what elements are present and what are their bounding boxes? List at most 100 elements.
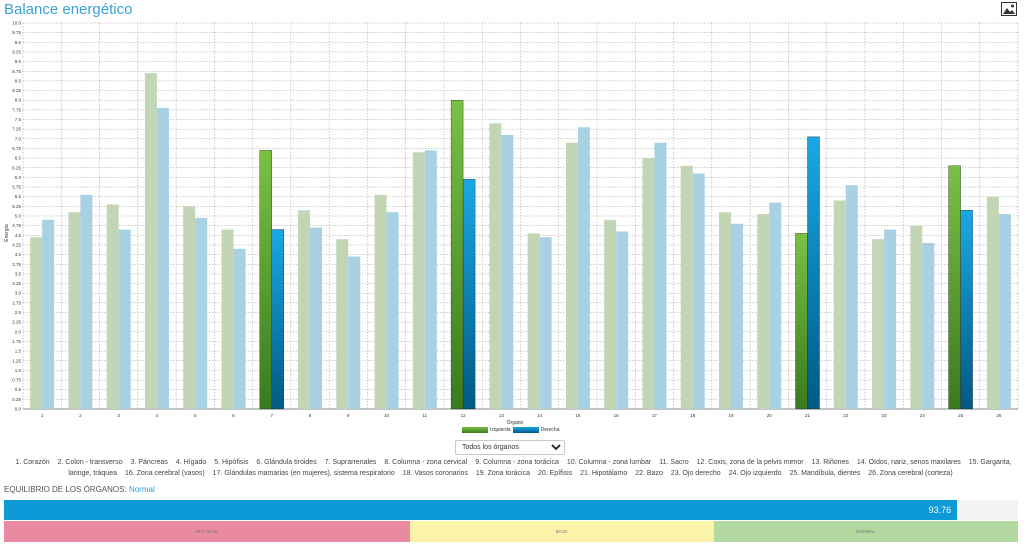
x-tick-label: 5 — [194, 413, 197, 418]
bar-izquierda-8[interactable] — [298, 210, 311, 409]
bar-derecha-15[interactable] — [577, 127, 590, 409]
y-tick-label: 3.75 — [12, 262, 21, 267]
organ-list-item: 16. Zona cerebral (vasos) — [124, 470, 205, 477]
bar-derecha-21[interactable] — [807, 136, 820, 410]
bar-izquierda-2[interactable] — [68, 212, 81, 409]
bar-izquierda-22[interactable] — [833, 200, 846, 409]
bar-izquierda-1[interactable] — [30, 237, 43, 409]
bar-derecha-19[interactable] — [730, 223, 743, 409]
bar-derecha-2[interactable] — [80, 194, 93, 409]
bar-izquierda-26[interactable] — [986, 196, 999, 409]
bar-izquierda-18[interactable] — [680, 165, 693, 409]
x-tick-label: 7 — [270, 413, 273, 418]
organ-list-item: 23. Ojo derecho — [670, 470, 721, 477]
bar-izquierda-13[interactable] — [489, 123, 502, 410]
y-tick-label: 2.75 — [12, 300, 21, 305]
bar-chart: 0.0 0.25 0.5 0.75 1.0 1.25 1.5 1.75 2.0 2.25 2.5 2.… — [4, 21, 1019, 418]
bar-izquierda-15[interactable] — [565, 142, 578, 409]
legend-swatch-izquierda — [462, 427, 488, 433]
equilibrium-status: Normal — [128, 485, 155, 494]
bar-derecha-23[interactable] — [884, 229, 897, 409]
x-tick-label: 24 — [920, 413, 926, 418]
equilibrium-scale: MUY BAJO BAJO NORMAL — [4, 521, 1018, 542]
bar-derecha-8[interactable] — [310, 227, 323, 409]
bar-izquierda-21[interactable] — [795, 233, 808, 410]
x-tick-label: 6 — [232, 413, 235, 418]
bar-izquierda-24[interactable] — [910, 225, 923, 409]
bar-derecha-1[interactable] — [42, 219, 55, 409]
legend-item-derecha[interactable]: Derecha — [512, 426, 559, 434]
bar-derecha-10[interactable] — [386, 212, 399, 409]
image-export-icon[interactable] — [1001, 2, 1017, 16]
legend-item-izquierda[interactable]: Izquierda — [462, 426, 511, 434]
bar-izquierda-23[interactable] — [872, 239, 885, 409]
organ-list-item: 21. Hipotálamo — [580, 470, 628, 477]
y-tick-label: 3.5 — [15, 271, 22, 276]
bar-derecha-9[interactable] — [348, 256, 361, 409]
equilibrium-label: EQUILIBRIO DE LOS ÓRGANOS: Normal — [4, 485, 155, 494]
x-tick-label: 23 — [882, 413, 888, 418]
bar-derecha-16[interactable] — [616, 231, 629, 409]
bar-derecha-3[interactable] — [118, 229, 131, 409]
bar-derecha-5[interactable] — [195, 217, 208, 409]
organ-list-item: 18. Vasos coronarios — [402, 470, 468, 477]
bar-izquierda-10[interactable] — [374, 194, 387, 409]
x-tick-label: 1 — [41, 413, 44, 418]
y-tick-label: 7.5 — [15, 117, 22, 122]
bar-derecha-11[interactable] — [424, 150, 437, 409]
bar-derecha-17[interactable] — [654, 142, 667, 409]
y-tick-label: 5.75 — [12, 185, 21, 190]
bar-derecha-6[interactable] — [233, 248, 246, 409]
x-tick-label: 14 — [537, 413, 543, 418]
x-tick-label: 15 — [575, 413, 581, 418]
bar-izquierda-20[interactable] — [757, 214, 770, 409]
bar-derecha-22[interactable] — [845, 185, 858, 409]
bar-izquierda-14[interactable] — [527, 233, 540, 409]
y-tick-label: 9.0 — [15, 59, 22, 64]
y-tick-label: 2.25 — [12, 320, 21, 325]
x-tick-label: 26 — [996, 413, 1002, 418]
bar-derecha-12[interactable] — [462, 179, 476, 410]
bar-izquierda-12[interactable] — [450, 99, 464, 410]
y-tick-label: 7.25 — [12, 127, 21, 132]
y-tick-label: 10.0 — [12, 21, 21, 26]
bar-izquierda-25[interactable] — [948, 165, 961, 410]
bar-izquierda-7[interactable] — [259, 150, 272, 410]
bar-izquierda-16[interactable] — [604, 219, 617, 409]
organ-filter-select[interactable]: Todos los órganos — [455, 440, 565, 455]
bar-derecha-14[interactable] — [539, 237, 552, 409]
scale-segment-normal: NORMAL — [713, 521, 1018, 542]
y-tick-label: 8.25 — [12, 88, 21, 93]
organ-list-item: 20. Epífisis — [537, 470, 573, 477]
bar-izquierda-9[interactable] — [336, 239, 349, 409]
bar-derecha-4[interactable] — [156, 107, 169, 410]
bar-derecha-24[interactable] — [922, 243, 935, 409]
x-tick-label: 20 — [767, 413, 773, 418]
bar-izquierda-4[interactable] — [144, 73, 157, 410]
y-tick-label: 6.75 — [12, 146, 21, 151]
bar-derecha-18[interactable] — [692, 173, 705, 409]
scale-segment-bajo: BAJO — [409, 521, 714, 542]
bar-izquierda-5[interactable] — [183, 206, 196, 409]
bar-derecha-20[interactable] — [769, 202, 782, 409]
bar-derecha-13[interactable] — [501, 134, 514, 409]
organ-list-item: 15. Garganta, laringe, tráquea — [68, 459, 1012, 477]
bar-derecha-26[interactable] — [998, 214, 1011, 409]
x-tick-label: 22 — [843, 413, 849, 418]
y-tick-label: 0.0 — [15, 407, 22, 412]
bar-izquierda-11[interactable] — [412, 152, 425, 409]
bar-izquierda-17[interactable] — [642, 158, 655, 409]
y-tick-label: 9.75 — [12, 30, 21, 35]
organ-list-item: 26. Zona cerebral (corteza) — [868, 470, 953, 477]
x-tick-label: 21 — [805, 413, 811, 418]
bar-izquierda-6[interactable] — [221, 229, 234, 409]
bar-izquierda-3[interactable] — [106, 204, 119, 409]
x-tick-label: 17 — [652, 413, 658, 418]
bar-derecha-25[interactable] — [960, 210, 973, 410]
bar-derecha-7[interactable] — [271, 229, 284, 410]
legend-label-izquierda: Izquierda — [490, 427, 511, 433]
y-tick-label: 3.25 — [12, 281, 21, 286]
bar-izquierda-19[interactable] — [718, 212, 731, 409]
x-tick-label: 11 — [422, 413, 427, 418]
x-tick-label: 4 — [156, 413, 159, 418]
